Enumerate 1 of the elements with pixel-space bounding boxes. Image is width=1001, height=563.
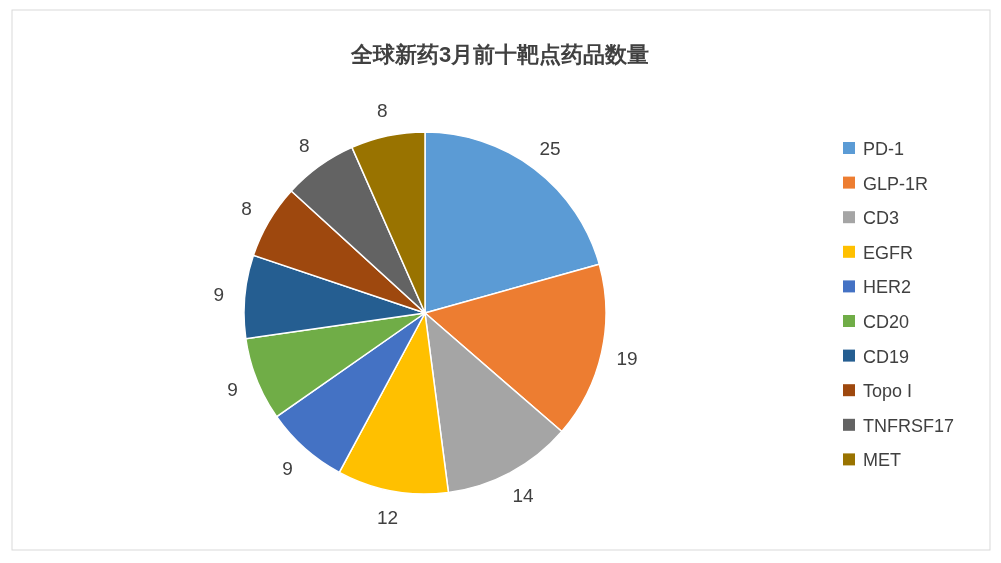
title: 全球新药3月前十靶点药品数量 [350,42,650,67]
